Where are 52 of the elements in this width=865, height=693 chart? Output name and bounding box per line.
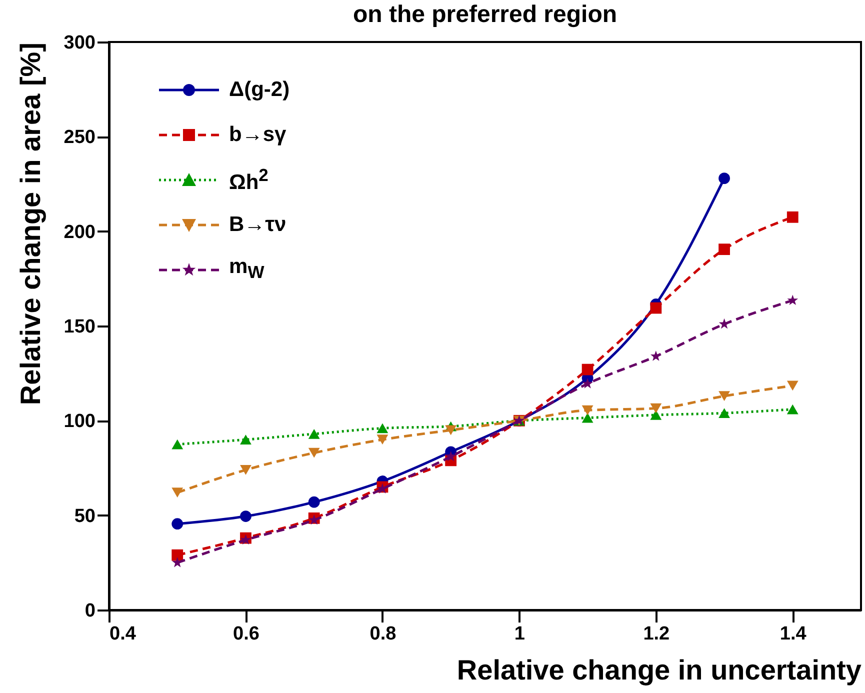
point [172, 549, 184, 561]
x-axis-title: Relative change in uncertainty [456, 654, 862, 686]
point [650, 403, 662, 414]
point [445, 450, 456, 462]
point [308, 448, 320, 458]
point [376, 423, 388, 434]
point [172, 439, 184, 450]
legend-label: b→sγ [229, 122, 286, 146]
point [582, 378, 593, 388]
y-tick-label: 0 [84, 600, 96, 622]
y-tick-label: 250 [64, 127, 96, 148]
point [786, 211, 798, 223]
y-tick-label: 100 [64, 411, 96, 432]
legend-label: Δ(g-2) [229, 78, 290, 102]
legend-label: B→τν [229, 212, 286, 236]
legend-label: m$_{W}$ [229, 255, 264, 284]
y-tick-label: 200 [64, 222, 96, 243]
y-tick-label: 150 [64, 316, 96, 338]
point [308, 496, 320, 508]
point [308, 428, 320, 439]
point [172, 518, 184, 530]
x-tick-label: 0.4 [110, 624, 136, 644]
point [650, 350, 662, 361]
point [718, 318, 730, 329]
point [718, 244, 730, 256]
chart-title: on the preferred region [352, 1, 618, 28]
point [786, 404, 798, 414]
point [172, 488, 184, 498]
y-axis-title: Relative change in area [%] [14, 42, 46, 406]
point [650, 410, 662, 420]
point [718, 408, 730, 418]
y-tick-label: 50 [74, 506, 96, 527]
point [786, 380, 798, 391]
legend-label: Ωh$^{2}$ [229, 164, 268, 194]
point [240, 510, 252, 522]
x-tick-label: 1.2 [643, 624, 670, 644]
x-tick-label: 0.6 [233, 624, 260, 644]
point [787, 294, 798, 306]
x-tick-label: 1.4 [780, 624, 807, 644]
x-tick-label: 1 [514, 624, 526, 644]
point [240, 464, 252, 475]
point [650, 302, 662, 314]
point [445, 425, 457, 436]
point [718, 172, 730, 184]
y-tick-label: 300 [64, 32, 96, 54]
point [582, 412, 594, 423]
point [240, 434, 252, 445]
point [376, 434, 388, 445]
point [582, 364, 594, 376]
x-tick-label: 0.8 [370, 624, 396, 644]
point [582, 405, 594, 416]
point [718, 391, 730, 401]
